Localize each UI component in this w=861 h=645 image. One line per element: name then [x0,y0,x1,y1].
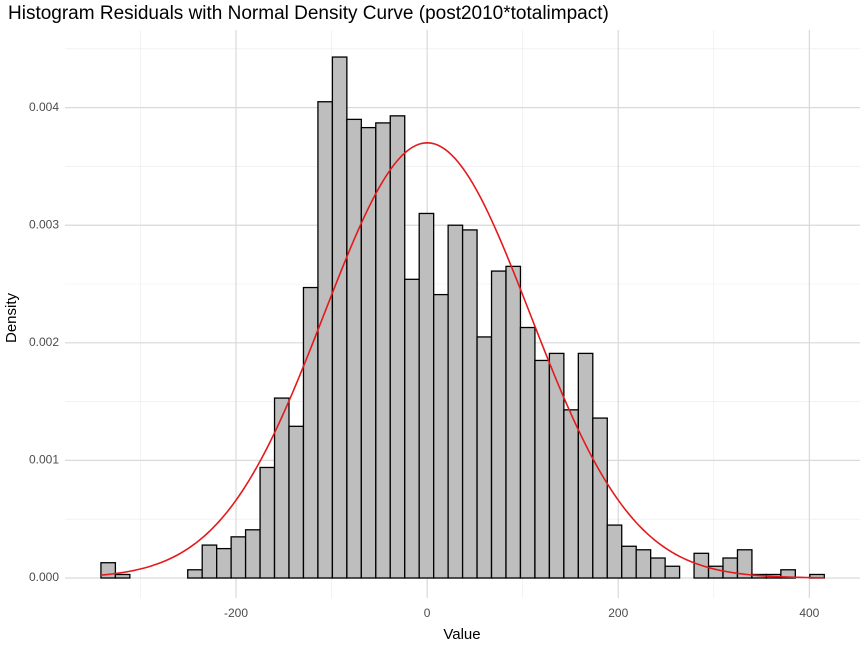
bar [476,336,493,579]
bar [505,265,522,579]
bar [114,573,131,579]
bar [519,326,536,579]
bar [244,529,261,579]
bar [461,229,478,579]
x-tick-label: 0 [424,606,431,620]
bar [563,409,579,579]
chart-title: Histogram Residuals with Normal Density … [8,3,609,24]
bar [577,352,594,579]
bar [389,115,406,579]
x-tick-label: -200 [224,606,248,620]
bar [187,569,203,579]
y-tick-label: 0.003 [29,217,59,231]
bar [360,126,377,579]
bar [346,118,362,579]
y-tick-label: 0.000 [29,570,59,584]
bar [621,545,637,579]
y-tick-label: 0.004 [29,100,59,114]
bar [259,466,276,579]
bar [273,397,290,579]
bar [317,101,334,579]
bar [216,547,232,579]
bar [548,352,565,579]
bar [534,359,551,579]
bar [404,278,420,579]
bar [780,569,796,579]
density-curve [100,142,825,579]
bar [490,270,507,579]
x-tick-label: 400 [799,606,819,620]
bar [447,224,464,579]
bar [418,212,435,579]
bar [331,56,348,579]
bar [201,544,218,579]
x-tick-label: 200 [608,606,628,620]
bar [592,417,608,579]
bar [722,557,739,579]
y-tick-label: 0.001 [29,453,59,467]
bar [606,524,623,579]
bar [433,293,449,579]
bar [736,549,753,579]
bar [230,536,247,579]
y-tick-label: 0.002 [29,335,59,349]
y-axis-label: Density [3,292,20,343]
bar [650,557,666,579]
bar [302,286,319,579]
x-axis-label: Value [443,626,480,643]
bar [288,425,305,579]
bar [635,549,652,579]
bar [664,565,681,579]
